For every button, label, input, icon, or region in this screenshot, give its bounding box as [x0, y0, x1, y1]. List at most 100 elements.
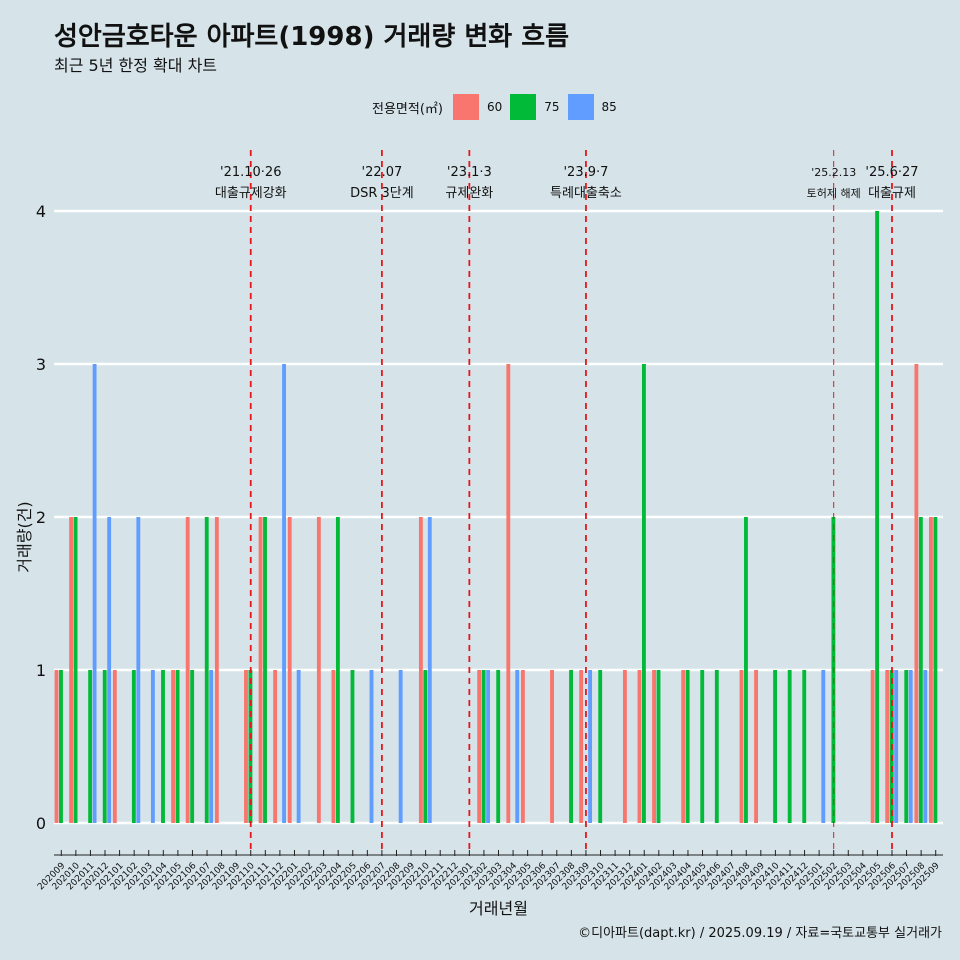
legend-label-60: 60	[486, 100, 503, 114]
bar-60-202010	[69, 517, 74, 823]
bar-85-202107	[209, 670, 214, 823]
bar-60-202505	[870, 670, 875, 823]
event-date-label: '21.10·26	[220, 165, 281, 180]
event-text-label: DSR 3단계	[350, 186, 414, 201]
bar-85-202304	[515, 670, 520, 823]
bar-85-202102	[136, 517, 141, 823]
y-tick-label: 0	[36, 814, 46, 833]
legend-label-75: 75	[544, 100, 560, 114]
y-tick-label: 2	[36, 508, 46, 527]
bar-60-202402	[652, 670, 656, 823]
bar-60-202201	[287, 517, 292, 823]
event-text-label: 대출규제	[868, 186, 916, 201]
bar-60-202204	[331, 670, 336, 823]
legend-label-85: 85	[601, 100, 617, 114]
bar-75-202402	[656, 670, 661, 823]
bar-85-202302	[486, 670, 491, 823]
bar-75-202505	[875, 211, 880, 823]
bar-75-202303	[496, 670, 501, 823]
legend: 전용면적(㎡) 60 75 85	[372, 93, 625, 121]
bar-75-202406	[714, 670, 719, 823]
bar-75-202310	[598, 670, 603, 823]
bar-75-202102	[131, 670, 136, 823]
x-axis-title: 거래년월	[469, 899, 528, 918]
event-text-label: 특례대출축소	[550, 186, 622, 201]
bar-60-202508	[914, 364, 919, 823]
event-date-label: '25.2.13	[811, 166, 856, 179]
bar-85-202112	[282, 364, 286, 823]
bar-75-202012	[102, 670, 107, 823]
bar-85-202507	[908, 670, 913, 823]
bar-60-202101	[112, 670, 117, 823]
event-text-label: 규제완화	[445, 186, 493, 201]
event-date-label: '25.6·27	[865, 165, 918, 180]
bar-85-202210	[427, 517, 432, 823]
bar-85-202103	[150, 670, 155, 823]
legend-title: 전용면적(㎡)	[372, 101, 443, 117]
bar-85-202206	[369, 670, 374, 823]
bar-60-202112	[273, 670, 278, 823]
bar-75-202111	[263, 517, 267, 823]
bar-85-202201	[296, 670, 301, 823]
bar-75-202308	[569, 670, 573, 823]
bar-60-202307	[550, 670, 554, 823]
bar-75-202405	[700, 670, 705, 823]
source-caption: ©디아파트(dapt.kr) / 2025.09.19 / 자료=국토교통부 실…	[578, 926, 942, 941]
chart-title: 성안금호타운 아파트(1998) 거래량 변화 흐름	[54, 22, 570, 52]
legend-item-85: 85	[567, 94, 617, 120]
bar-75-202107	[204, 517, 209, 823]
bar-75-202404	[685, 670, 690, 823]
bar-75-202106	[190, 670, 195, 823]
bar-75-202401	[642, 364, 646, 823]
bar-75-202010	[73, 517, 78, 823]
bar-85-202012	[107, 517, 112, 823]
bar-60-202106	[185, 517, 190, 823]
bar-85-202208	[398, 670, 403, 823]
bar-60-202210	[418, 517, 423, 823]
bar-75-202204	[335, 517, 340, 823]
bar-60-202312	[622, 670, 627, 823]
bar-60-202009	[54, 670, 59, 823]
legend-item-60: 60	[452, 94, 503, 120]
event-date-label: '23.9·7	[563, 165, 608, 180]
bar-75-202408	[744, 517, 748, 823]
bar-85-202506	[894, 670, 899, 823]
bar-60-202110	[244, 670, 248, 823]
legend-item-75: 75	[510, 94, 560, 120]
bar-60-202509	[929, 517, 933, 823]
bar-75-202009	[59, 670, 63, 823]
event-date-label: '22.07	[362, 165, 403, 180]
bar-60-202409	[754, 670, 758, 823]
bar-60-202203	[316, 517, 321, 823]
bar-85-202011	[92, 364, 97, 823]
chart-subtitle: 최근 5년 한정 확대 차트	[54, 56, 218, 75]
bar-75-202509	[933, 517, 938, 823]
bar-60-202108	[214, 517, 219, 823]
bar-60-202304	[506, 364, 511, 823]
event-text-label: 토허제 해제	[807, 186, 861, 200]
y-tick-label: 1	[36, 661, 46, 680]
bar-75-202412	[802, 670, 807, 823]
bar-60-202305	[520, 670, 525, 823]
legend-key-85	[567, 94, 594, 120]
y-axis-title: 거래량(건)	[15, 501, 34, 572]
bar-60-202401	[637, 670, 642, 823]
bar-75-202302	[481, 670, 486, 823]
bar-75-202508	[918, 517, 923, 823]
bar-75-202011	[88, 670, 93, 823]
bar-60-202506	[885, 670, 890, 823]
legend-key-75	[510, 94, 537, 120]
y-tick-label: 4	[36, 202, 46, 221]
bar-75-202105	[175, 670, 180, 823]
bar-60-202408	[739, 670, 744, 823]
event-text-label: 대출규제강화	[215, 186, 287, 201]
bar-75-202411	[787, 670, 792, 823]
bar-85-202309	[588, 670, 593, 823]
bar-85-202501	[821, 670, 826, 823]
bar-60-202404	[681, 670, 686, 823]
legend-key-60	[452, 94, 479, 120]
bar-75-202104	[161, 670, 165, 823]
bar-75-202205	[350, 670, 355, 823]
